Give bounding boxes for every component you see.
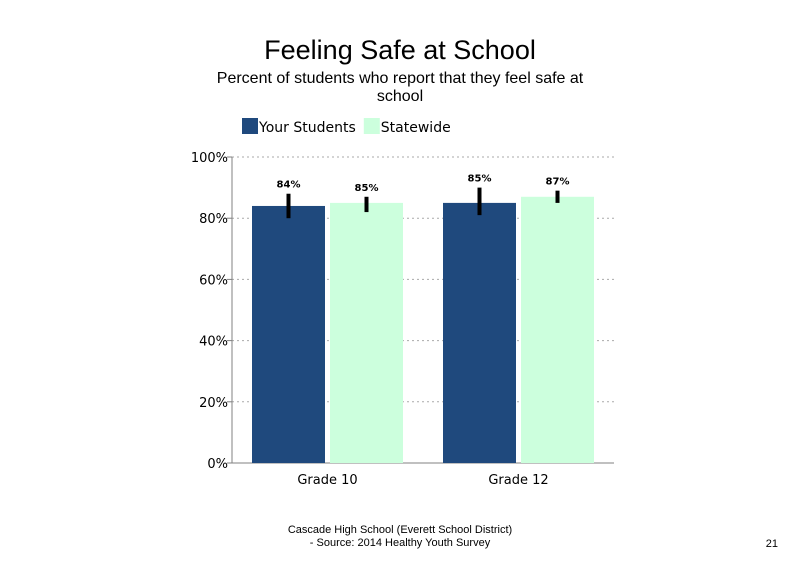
page-number: 21 xyxy=(765,538,778,550)
x-category-label: Grade 10 xyxy=(297,473,357,488)
y-tick-label: 60% xyxy=(199,273,228,288)
data-label: 85% xyxy=(355,183,379,194)
y-tick-label: 100% xyxy=(191,151,228,166)
legend-label: Your Students xyxy=(258,120,356,136)
legend-swatch xyxy=(363,118,380,134)
data-label: 85% xyxy=(468,174,492,185)
bar-statewide xyxy=(330,202,403,463)
footer-line-1: Cascade High School (Everett School Dist… xyxy=(287,524,513,536)
footer-source: Cascade High School (Everett School Dist… xyxy=(200,524,600,550)
page-title: Feeling Safe at School xyxy=(264,35,536,65)
y-tick-label: 80% xyxy=(199,212,228,227)
chart-subtitle: Percent of students who report that they… xyxy=(216,70,584,105)
footer-line-2: - Source: 2014 Healthy Youth Survey xyxy=(309,537,491,549)
data-label: 87% xyxy=(546,177,570,188)
legend-label: Statewide xyxy=(381,120,451,136)
bar-statewide xyxy=(521,196,594,463)
bar-your-students xyxy=(252,205,325,463)
y-tick-label: 20% xyxy=(199,396,228,411)
y-tick-label: 0% xyxy=(207,457,228,472)
legend-swatch xyxy=(242,118,258,134)
x-category-label: Grade 12 xyxy=(488,473,548,488)
data-label: 84% xyxy=(277,180,301,191)
bar-your-students xyxy=(443,202,516,463)
y-tick-label: 40% xyxy=(199,335,228,350)
